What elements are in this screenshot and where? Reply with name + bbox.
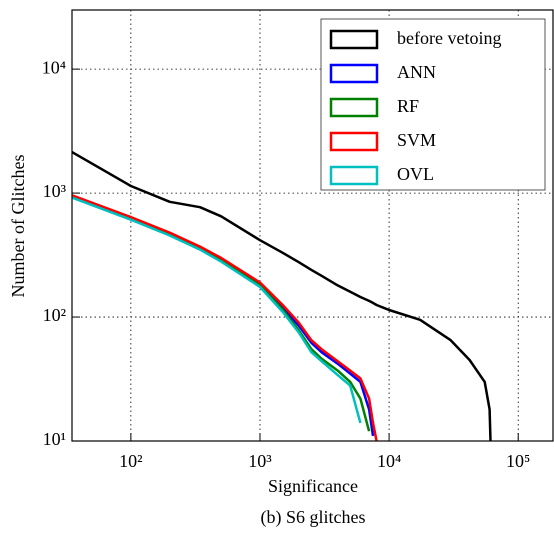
legend-box <box>320 18 546 191</box>
data-line <box>71 194 375 437</box>
legend-swatch <box>329 165 379 186</box>
data-line <box>71 195 371 432</box>
y-tick-label: 10⁴ <box>42 57 66 77</box>
data-line <box>71 194 378 442</box>
plot-frame <box>71 9 554 442</box>
caption: (b) S6 glitches <box>261 507 366 528</box>
x-tick-label: 10⁴ <box>377 451 401 471</box>
y-tick-label: 10² <box>43 305 66 325</box>
x-tick-label: 10² <box>119 451 142 471</box>
legend-label: OVL <box>397 164 434 184</box>
data-line <box>71 151 492 442</box>
legend-swatch <box>329 63 379 84</box>
legend-label: RF <box>397 96 419 116</box>
x-axis-label: Significance <box>268 476 358 496</box>
legend-label: SVM <box>397 130 436 150</box>
legend-label: ANN <box>397 62 436 82</box>
legend-swatch <box>329 97 379 118</box>
legend-label: before vetoing <box>397 28 501 48</box>
legend-swatch <box>329 29 379 50</box>
legend-swatch <box>329 131 379 152</box>
x-tick-label: 10³ <box>248 451 272 471</box>
y-tick-label: 10³ <box>43 181 67 201</box>
x-tick-label: 10⁵ <box>506 451 530 471</box>
y-tick-label: 10¹ <box>43 429 66 449</box>
data-line <box>71 196 362 424</box>
y-axis-label: Number of Glitches <box>8 155 28 298</box>
